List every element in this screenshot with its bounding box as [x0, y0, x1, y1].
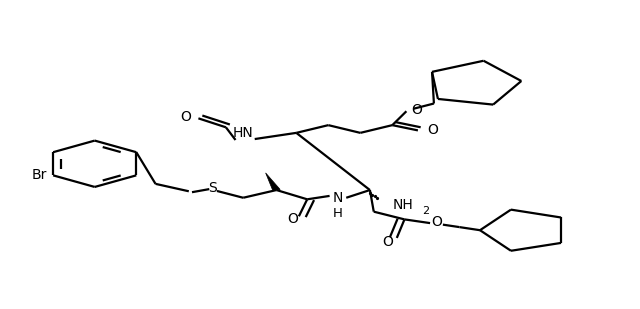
Text: H: H [333, 207, 343, 220]
Text: HN: HN [233, 126, 253, 140]
Text: O: O [180, 110, 191, 125]
Text: O: O [412, 103, 422, 117]
Text: Br: Br [31, 168, 47, 182]
Text: NH: NH [392, 198, 413, 212]
Text: S: S [208, 181, 217, 196]
Text: O: O [428, 123, 438, 137]
Text: O: O [287, 212, 298, 226]
Text: 2: 2 [422, 206, 429, 216]
Text: O: O [431, 215, 442, 230]
Text: N: N [333, 191, 343, 205]
Text: O: O [383, 235, 393, 249]
Polygon shape [266, 173, 280, 191]
